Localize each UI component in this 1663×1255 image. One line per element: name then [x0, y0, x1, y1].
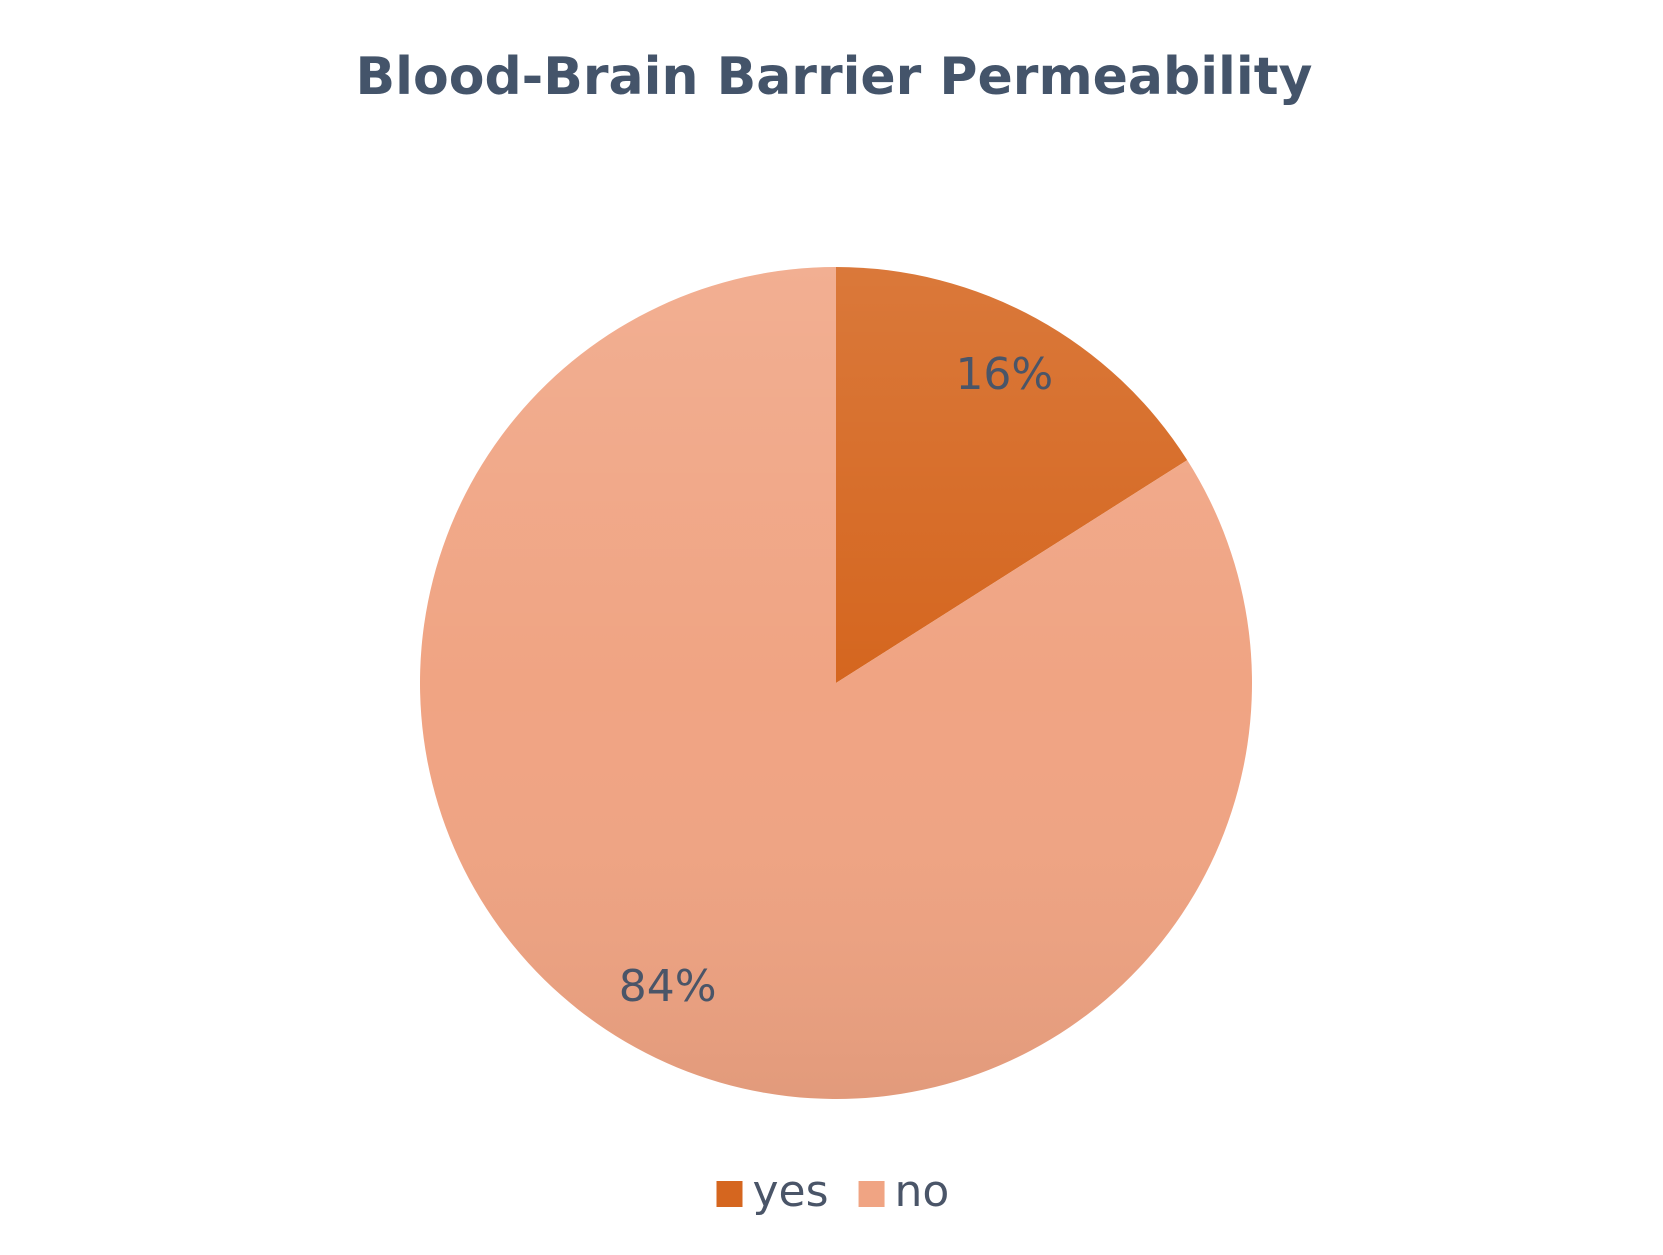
pie [420, 267, 1252, 1099]
legend-label: yes [753, 1166, 829, 1217]
legend: yes no [716, 1166, 950, 1217]
chart-title: Blood-Brain Barrier Permeability [356, 47, 1313, 107]
legend-swatch [716, 1181, 743, 1207]
value-labels: 16% 84% [619, 349, 1053, 1012]
value-label: 16% [955, 349, 1053, 400]
value-label: 84% [619, 961, 717, 1012]
legend-label: no [895, 1166, 950, 1217]
legend-swatch [858, 1181, 885, 1207]
